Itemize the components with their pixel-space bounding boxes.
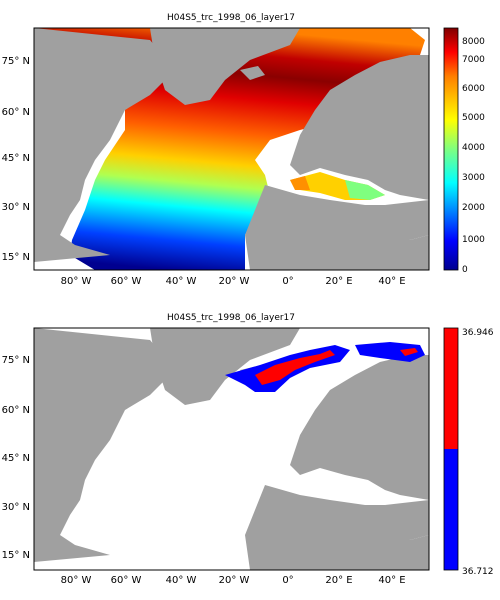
lat-tick: 60° N bbox=[2, 107, 30, 118]
colorbar-tick: 6000 bbox=[462, 84, 485, 94]
map-title: H04S5_trc_1998_06_layer17 bbox=[167, 13, 295, 23]
colorbar-tick: 7000 bbox=[462, 55, 485, 65]
greenland-land bbox=[150, 28, 300, 105]
map-panel-bottom: H04S5_trc_1998_06_layer17 75° N 60° N 45… bbox=[2, 313, 494, 586]
lon-tick: 80° W bbox=[61, 276, 92, 287]
colorbar-tick: 8000 bbox=[462, 37, 485, 47]
lat-tick: 75° N bbox=[2, 56, 30, 67]
tracer-field-low-east bbox=[355, 342, 425, 362]
lon-axis: 80° W 60° W 40° W 20° W 0° 20° E 40° E bbox=[61, 276, 406, 287]
lon-tick: 40° E bbox=[378, 276, 405, 287]
colorbar-tick: 5000 bbox=[462, 113, 485, 123]
lon-tick: 60° W bbox=[111, 575, 142, 586]
mediterranean-east bbox=[345, 180, 385, 200]
lat-tick: 60° N bbox=[2, 405, 30, 416]
iceland-land bbox=[240, 66, 265, 80]
tracer-field-high bbox=[255, 350, 335, 385]
lat-axis: 75° N 60° N 45° N 30° N 15° N bbox=[2, 355, 30, 561]
lon-tick: 0° bbox=[282, 575, 293, 586]
colorbar-tick: 4000 bbox=[462, 143, 485, 153]
map-panel-top: H04S5_trc_1998_06_layer17 75° N 60° N 45… bbox=[2, 13, 486, 287]
map-frame bbox=[33, 27, 430, 271]
lon-tick: 40° W bbox=[166, 575, 197, 586]
colorbar-tick: 3000 bbox=[462, 173, 485, 183]
colorbar: 8000 7000 6000 5000 4000 3000 2000 1000 … bbox=[443, 27, 485, 275]
lon-tick: 0° bbox=[282, 276, 293, 287]
greenland-land bbox=[150, 328, 300, 405]
lon-tick: 40° W bbox=[166, 276, 197, 287]
lat-tick: 30° N bbox=[2, 502, 30, 513]
map-title: H04S5_trc_1998_06_layer17 bbox=[167, 313, 295, 323]
lon-tick: 20° W bbox=[219, 575, 250, 586]
arabia-land bbox=[385, 200, 429, 240]
colorbar: 36.946 36.712 bbox=[443, 327, 494, 577]
colorbar-tick: 0 bbox=[462, 265, 468, 275]
north-america-land bbox=[34, 28, 175, 262]
colorbar-tick: 2000 bbox=[462, 203, 485, 213]
colorbar-tick: 1000 bbox=[462, 235, 485, 245]
colorbar-high-segment bbox=[444, 328, 458, 449]
lat-axis: 75° N 60° N 45° N 30° N 15° N bbox=[2, 56, 30, 263]
lon-tick: 80° W bbox=[61, 575, 92, 586]
lat-tick: 75° N bbox=[2, 355, 30, 366]
north-america-land bbox=[34, 328, 175, 562]
arabia-land bbox=[385, 500, 429, 540]
lon-axis: 80° W 60° W 40° W 20° W 0° 20° E 40° E bbox=[61, 575, 406, 586]
africa-land bbox=[245, 185, 429, 270]
colorbar-gradient bbox=[443, 27, 459, 271]
europe-land bbox=[290, 55, 429, 200]
tracer-field-high-east bbox=[400, 348, 418, 356]
colorbar-min-label: 36.712 bbox=[462, 567, 494, 577]
colorbar-max-label: 36.946 bbox=[462, 328, 494, 338]
lon-tick: 40° E bbox=[378, 575, 405, 586]
africa-land bbox=[245, 485, 429, 570]
map-frame bbox=[33, 327, 430, 571]
colorbar-low-segment bbox=[444, 449, 458, 570]
lat-tick: 30° N bbox=[2, 202, 30, 213]
lat-tick: 45° N bbox=[2, 153, 30, 164]
lon-tick: 20° E bbox=[325, 276, 352, 287]
lat-tick: 15° N bbox=[2, 252, 30, 263]
mediterranean-west bbox=[290, 176, 310, 190]
lat-tick: 45° N bbox=[2, 453, 30, 464]
lon-tick: 20° W bbox=[219, 276, 250, 287]
europe-land bbox=[290, 355, 429, 500]
tracer-field bbox=[34, 28, 425, 270]
lon-tick: 20° E bbox=[325, 575, 352, 586]
lat-tick: 15° N bbox=[2, 550, 30, 561]
colorbar-frame bbox=[443, 327, 459, 571]
lon-tick: 60° W bbox=[111, 276, 142, 287]
